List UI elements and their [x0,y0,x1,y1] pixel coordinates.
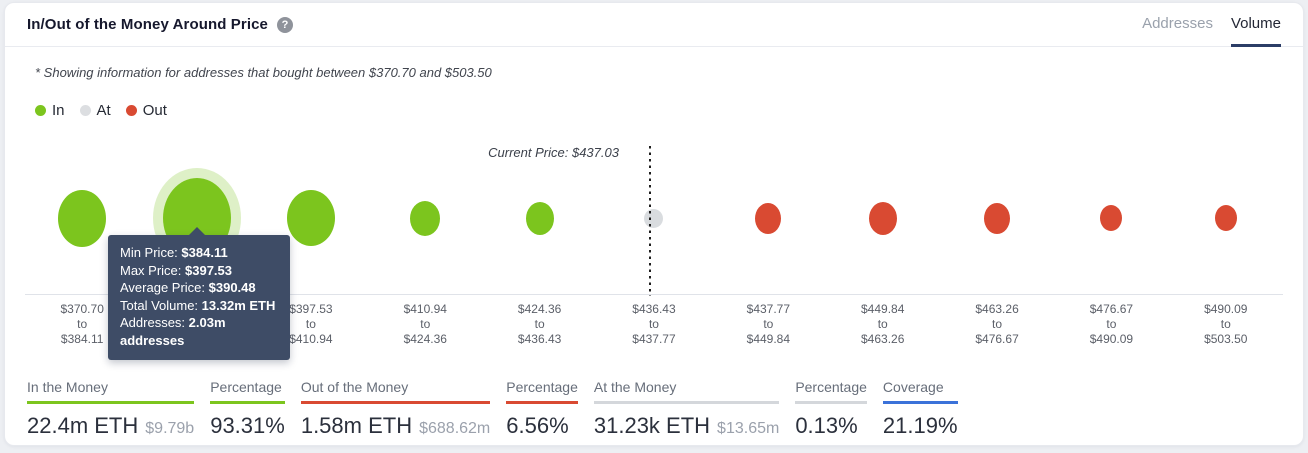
bucket-cell [940,202,1054,234]
stat-value-row: 21.19% [883,413,958,439]
current-price-line [648,146,651,296]
card-header: In/Out of the Money Around Price ? Addre… [5,3,1303,47]
tab-addresses[interactable]: Addresses [1142,15,1213,32]
bubble-in[interactable] [58,189,107,247]
bubble-at[interactable] [644,208,664,228]
stat-out-of-the-money: Out of the Money 1.58m ETH $688.62m [300,379,491,439]
help-icon[interactable]: ? [276,16,293,33]
tooltip-row: Total Volume: 13.32m ETH [120,297,276,313]
chart-legend: In At Out [35,101,1273,119]
current-price-label: Current Price: $437.03 [488,145,619,160]
axis-label: $424.36 to $436.43 [517,302,562,346]
stat-label: Out of the Money [300,379,491,404]
legend-dot-icon [79,104,91,116]
range-subtitle: * Showing information for addresses that… [35,65,492,80]
stat-value-row: 1.58m ETH $688.62m [301,413,490,439]
stat-label: In the Money [27,379,195,404]
tab-volume[interactable]: Volume [1230,3,1281,47]
tooltip-row: Max Price: $397.53 [120,262,233,278]
bucket-cell [254,190,368,246]
bubble-out[interactable] [755,202,782,234]
bucket-cell [597,208,711,228]
axis-label: $449.84 to $463.26 [861,302,905,346]
legend-item-out[interactable]: Out [125,101,167,119]
bubble-in[interactable] [525,201,554,235]
legend-label: In [52,101,65,119]
tooltip-row: Addresses: 2.03m addresses [120,315,226,348]
axis-label: $463.26 to $476.67 [975,302,1019,346]
legend-label: Out [142,101,167,119]
bubble-out[interactable] [984,202,1011,234]
stat-value-row: 93.31% [210,413,285,439]
stat-value: 6.56% [506,413,569,438]
stat-value-row: 22.4m ETH $9.79b [27,413,194,439]
bucket-cell [25,189,139,247]
stat-at-the-money: At the Money 31.23k ETH $13.65m [593,379,780,439]
tooltip-row: Average Price: $390.48 [120,280,256,296]
stat-coverage: Coverage 21.19% [882,379,958,439]
stat-label: Percentage [210,379,285,404]
legend-label: At [96,101,111,119]
stat-label: Coverage [882,379,958,404]
bubble-in[interactable] [410,200,441,236]
in-out-money-card: In/Out of the Money Around Price ? Addre… [4,2,1304,446]
stat-secondary-value: $9.79b [145,420,195,437]
stats-row: In the Money 22.4m ETH $9.79b Percentage 93.… [27,379,1281,439]
bubble-out[interactable] [1100,205,1123,231]
stat-label: Percentage [795,379,867,404]
stat-secondary-value: $688.62m [419,420,491,437]
tooltip-body: Min Price: $384.11 Max Price: $397.53 Aver… [120,244,278,350]
bucket-cell [711,202,825,234]
legend-item-at[interactable]: At [79,101,111,119]
bucket-cell [1054,205,1168,231]
stat-label: At the Money [593,379,780,404]
bubble-in[interactable] [286,190,335,246]
bubble-chart: Current Price: $437.03 $370.70 to $384.11 $… [25,142,1283,360]
bucket-cell [826,201,940,235]
stat-value: 1.58m ETH [300,413,413,438]
view-tabs: Addresses Volume [1142,3,1281,47]
x-axis-line [25,294,1283,295]
stat-secondary-value: $13.65m [717,420,780,437]
stat-label: Percentage [506,379,578,404]
bucket-cell [482,201,596,235]
bubble-out[interactable] [1214,205,1237,231]
stat-value-row: 0.13% [795,413,867,439]
bucket-cell [368,200,482,236]
page-title: In/Out of the Money Around Price [27,16,268,33]
axis-label: $437.77 to $449.84 [746,302,791,346]
bubble-out[interactable] [868,201,897,235]
stat-value: 21.19% [882,413,958,438]
axis-label: $397.53 to $410.94 [289,302,333,346]
stat-value: 93.31% [210,413,285,438]
stat-in-the-money: In the Money 22.4m ETH $9.79b [27,379,195,439]
stat-percentage: Percentage 0.13% [795,379,867,439]
axis-label: $476.67 to $490.09 [1089,302,1134,346]
stat-percentage: Percentage 93.31% [210,379,285,439]
tooltip-row: Min Price: $384.11 [120,245,228,260]
legend-item-in[interactable]: In [35,102,65,119]
stat-value-row: 6.56% [506,413,578,439]
stat-value: 31.23k ETH [593,413,711,438]
header-left: In/Out of the Money Around Price ? [27,3,293,46]
stat-value: 0.13% [795,413,858,438]
legend-dot-icon [125,104,137,116]
stat-value: 22.4m ETH [27,413,139,438]
stat-percentage: Percentage 6.56% [506,379,578,439]
legend-dot-icon [35,104,46,116]
axis-label: $410.94 to $424.36 [403,302,447,346]
bucket-cell [1169,205,1283,231]
axis-label: $370.70 to $384.11 [60,302,104,346]
axis-label: $436.43 to $437.77 [632,302,676,346]
axis-label: $490.09 to $503.50 [1204,302,1248,346]
bubble-tooltip: Min Price: $384.11 Max Price: $397.53 Aver… [108,227,290,360]
stat-value-row: 31.23k ETH $13.65m [594,413,779,439]
